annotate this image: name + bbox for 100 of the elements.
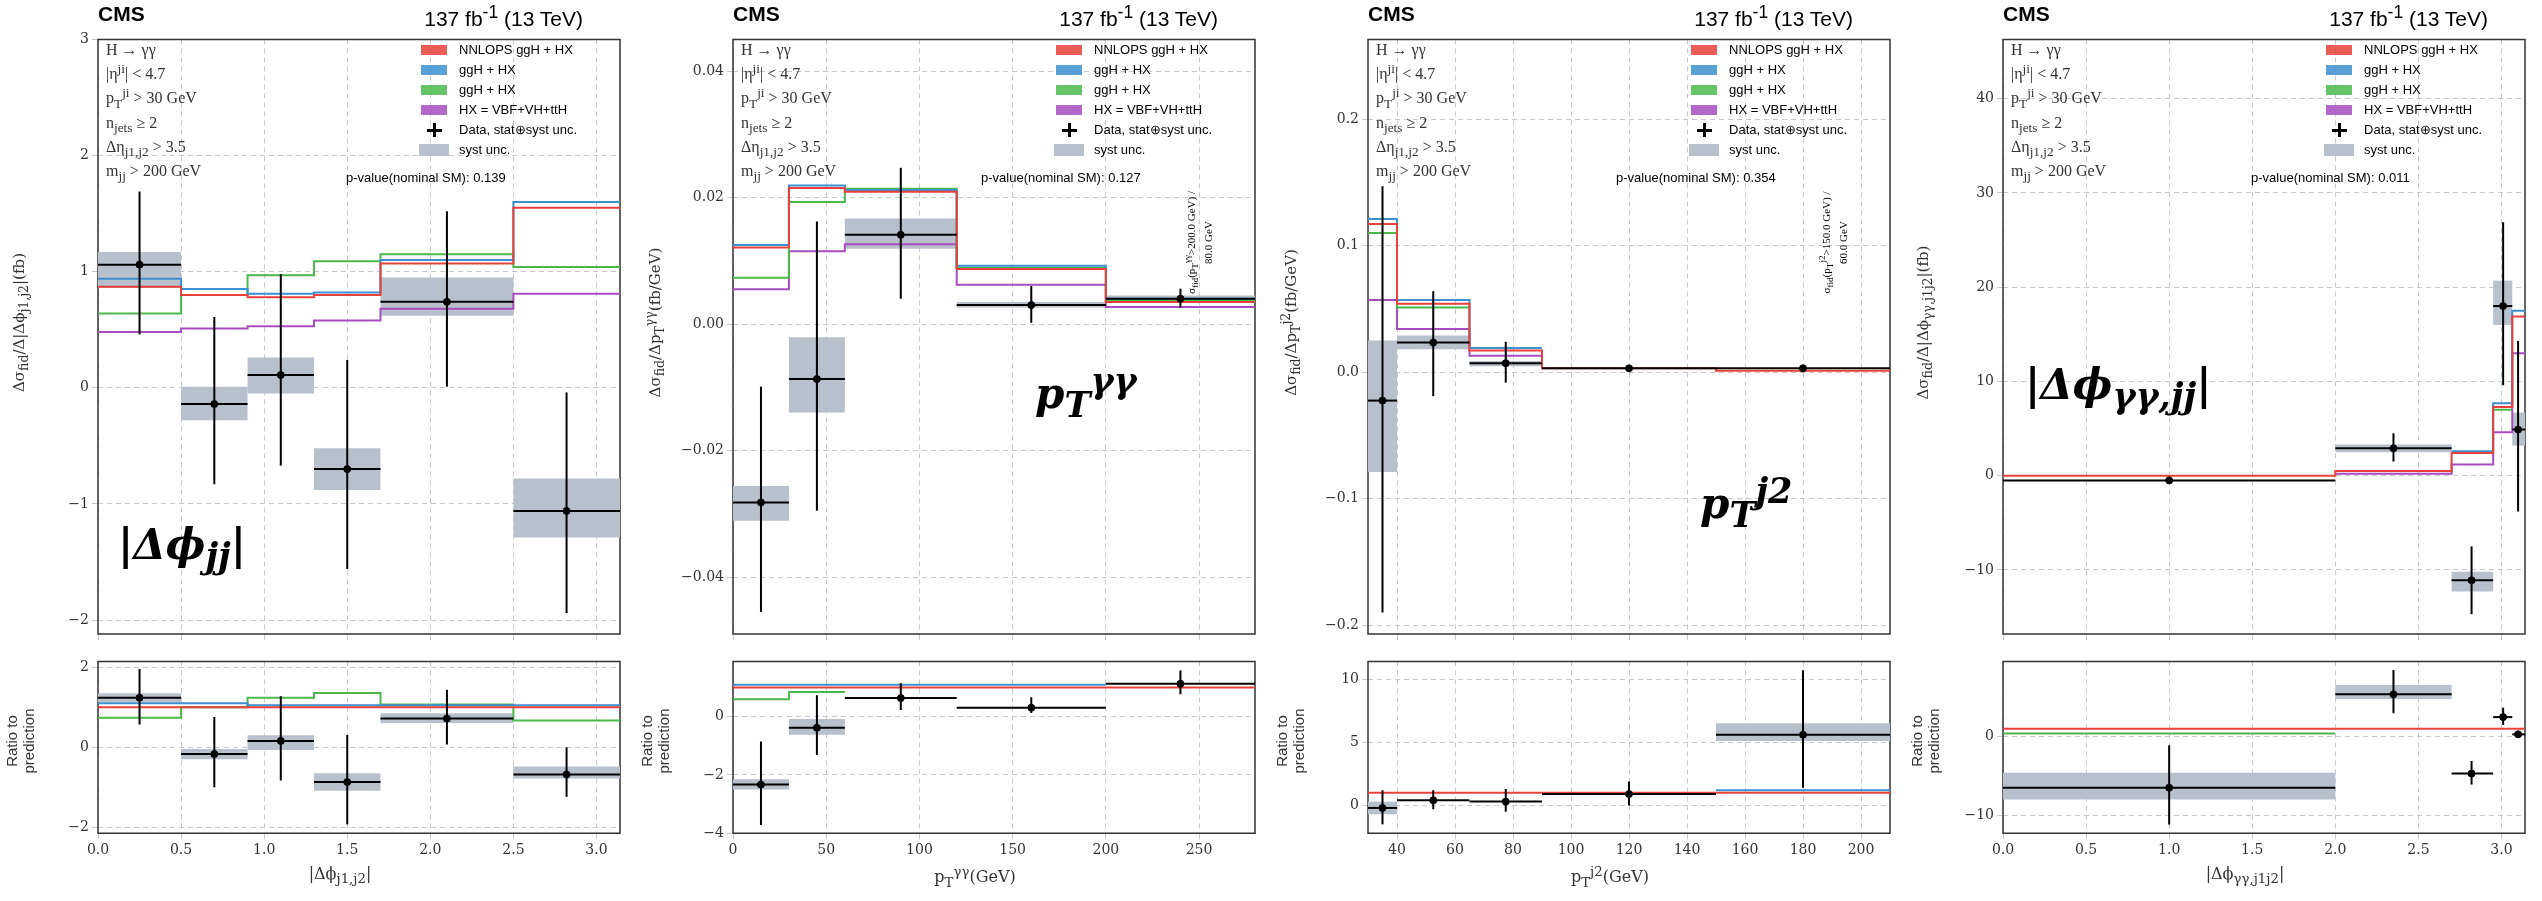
legend-label: syst unc. xyxy=(2364,141,2416,159)
chart-subtitle: 137 fb$^{-1}$ (13 TeV) xyxy=(2329,2,2488,31)
annotation: H → γγ xyxy=(1376,40,1427,59)
y-tick-label: 2 xyxy=(80,146,89,163)
y-tick-label: −10 xyxy=(1964,805,1994,822)
x-tick-label: 0.5 xyxy=(169,841,193,858)
chart-subtitle: 137 fb$^{-1}$ (13 TeV) xyxy=(1059,2,1218,31)
annotation: p$_{T}$$^{ji}$ > 30 GeV xyxy=(2011,84,2103,113)
legend-label: Data, stat⊕syst unc. xyxy=(1094,121,1212,139)
y-tick-label: −2 xyxy=(703,765,724,782)
legend-label: ggH + HX xyxy=(1094,61,1151,79)
y-tick-label: 0 xyxy=(1350,796,1359,813)
y-tick-label: −0.1 xyxy=(1325,489,1359,506)
legend-label: Data, stat⊕syst unc. xyxy=(2364,121,2482,139)
y-tick-label: 10 xyxy=(1976,372,1994,389)
legend-label: NNLOPS ggH + HX xyxy=(1094,41,1208,59)
legend-label: ggH + HX xyxy=(1729,61,1786,79)
y-axis-title: Ratio to prediction xyxy=(638,708,672,774)
annotation: m$_{jj}$ > 200 GeV xyxy=(106,161,202,186)
x-tick-label: 200 xyxy=(1847,841,1875,858)
x-tick-label: 180 xyxy=(1789,841,1817,858)
x-tick-label: 1.0 xyxy=(2158,841,2181,858)
annotation: p-value(nominal SM): 0.127 xyxy=(981,170,1141,185)
annotation: |η$^{ji}$| < 4.7 xyxy=(741,60,802,84)
y-tick-label: −2 xyxy=(68,610,89,627)
y-tick-label: −0.04 xyxy=(681,567,725,584)
x-tick-label: 80 xyxy=(1504,841,1522,858)
legend-label: NNLOPS ggH + HX xyxy=(2364,41,2478,59)
x-tick-label: 3.0 xyxy=(585,841,608,858)
annotation: n$_{jets}$ ≥ 2 xyxy=(2011,112,2064,138)
legend-label: ggH + HX xyxy=(2364,61,2421,79)
y-tick-label: 0.2 xyxy=(1336,109,1359,126)
x-tick-label: 2.5 xyxy=(2407,841,2430,858)
x-tick-label: 1.5 xyxy=(2241,841,2264,858)
x-tick-label: 160 xyxy=(1731,841,1759,858)
legend-label: ggH + HX xyxy=(1094,81,1151,99)
legend-label: syst unc. xyxy=(1729,141,1781,159)
x-tick-label: 60 xyxy=(1446,841,1464,858)
chart-subtitle: 137 fb$^{-1}$ (13 TeV) xyxy=(424,2,583,31)
annotation: Δη$_{j1,j2}$ > 3.5 xyxy=(1376,137,1457,162)
x-tick-label: 2.5 xyxy=(502,841,525,858)
y-tick-label: 5 xyxy=(1350,732,1359,749)
x-tick-label: 200 xyxy=(1092,841,1120,858)
annotation: |Δϕ$_{γγ,jj}$| xyxy=(2025,360,2212,417)
y-tick-label: 0.1 xyxy=(1336,236,1359,253)
y-tick-label: 10 xyxy=(1341,669,1359,686)
x-axis-title: |Δϕ$_{γγ,j1j2}$| xyxy=(2204,864,2286,887)
annotation: |η$^{ji}$| < 4.7 xyxy=(106,60,167,84)
y-tick-label: 0.02 xyxy=(692,188,724,205)
annotation: n$_{jets}$ ≥ 2 xyxy=(741,112,794,138)
annotation: p$_{T}$$^{ji}$ > 30 GeV xyxy=(1376,84,1468,113)
y-tick-label: 1 xyxy=(80,262,89,279)
x-tick-label: 40 xyxy=(1388,841,1406,858)
y-tick-label: −10 xyxy=(1964,560,1994,577)
y-tick-label: −2 xyxy=(68,817,89,834)
x-tick-label: 2.0 xyxy=(419,841,442,858)
y-tick-label: 20 xyxy=(1976,277,1994,294)
y-tick-label: 2 xyxy=(80,658,89,675)
annotation: n$_{jets}$ ≥ 2 xyxy=(1376,112,1429,138)
y-tick-label: 0 xyxy=(1985,466,1994,483)
x-tick-label: 100 xyxy=(906,841,933,858)
annotation: Δη$_{j1,j2}$ > 3.5 xyxy=(741,137,822,162)
x-tick-label: 0.5 xyxy=(2074,841,2098,858)
legend-label: HX = VBF+VH+ttH xyxy=(2364,101,2473,119)
annotation: H → γγ xyxy=(106,40,157,59)
y-axis-title: Ratio to prediction xyxy=(1273,708,1307,774)
y-tick-label: −4 xyxy=(703,823,725,840)
legend-label: Data, stat⊕syst unc. xyxy=(459,121,577,139)
y-tick-label: 0 xyxy=(715,707,724,724)
chart-title: CMS xyxy=(733,2,780,26)
annotation: |Δϕ$_{jj}$| xyxy=(118,520,247,577)
legend-label: ggH + HX xyxy=(459,81,516,99)
x-tick-label: 150 xyxy=(999,841,1027,858)
y-axis-title: Ratio to prediction xyxy=(1908,708,1942,774)
x-tick-label: 1.5 xyxy=(336,841,359,858)
x-tick-label: 50 xyxy=(817,841,836,858)
chart-title: CMS xyxy=(2003,2,2050,26)
y-tick-label: 0.0 xyxy=(1336,362,1359,379)
y-tick-label: 0 xyxy=(80,378,89,395)
x-tick-label: 100 xyxy=(1557,841,1585,858)
y-tick-label: 3 xyxy=(80,30,89,47)
annotation: p$_{T}$$^{ji}$ > 30 GeV xyxy=(741,84,833,113)
annotation: |η$^{ji}$| < 4.7 xyxy=(2011,60,2072,84)
chart-title: CMS xyxy=(1368,2,1415,26)
annotation: m$_{jj}$ > 200 GeV xyxy=(741,161,837,186)
legend-label: HX = VBF+VH+ttH xyxy=(459,101,568,119)
y-tick-label: −0.2 xyxy=(1325,615,1359,632)
y-tick-label: 30 xyxy=(1976,183,1994,200)
y-axis-title: Ratio to prediction xyxy=(3,708,37,774)
annotation: H → γγ xyxy=(2011,40,2062,59)
annotation: n$_{jets}$ ≥ 2 xyxy=(106,112,159,138)
chart-title: CMS xyxy=(98,2,145,26)
x-tick-label: 2.0 xyxy=(2324,841,2347,858)
y-tick-label: 0.04 xyxy=(692,61,725,78)
annotation: p-value(nominal SM): 0.011 xyxy=(2251,170,2410,185)
legend-label: NNLOPS ggH + HX xyxy=(1729,41,1843,59)
y-tick-label: −1 xyxy=(68,494,89,511)
annotation: p-value(nominal SM): 0.139 xyxy=(346,170,506,185)
annotation: |η$^{ji}$| < 4.7 xyxy=(1376,60,1437,84)
legend-label: syst unc. xyxy=(1094,141,1146,159)
